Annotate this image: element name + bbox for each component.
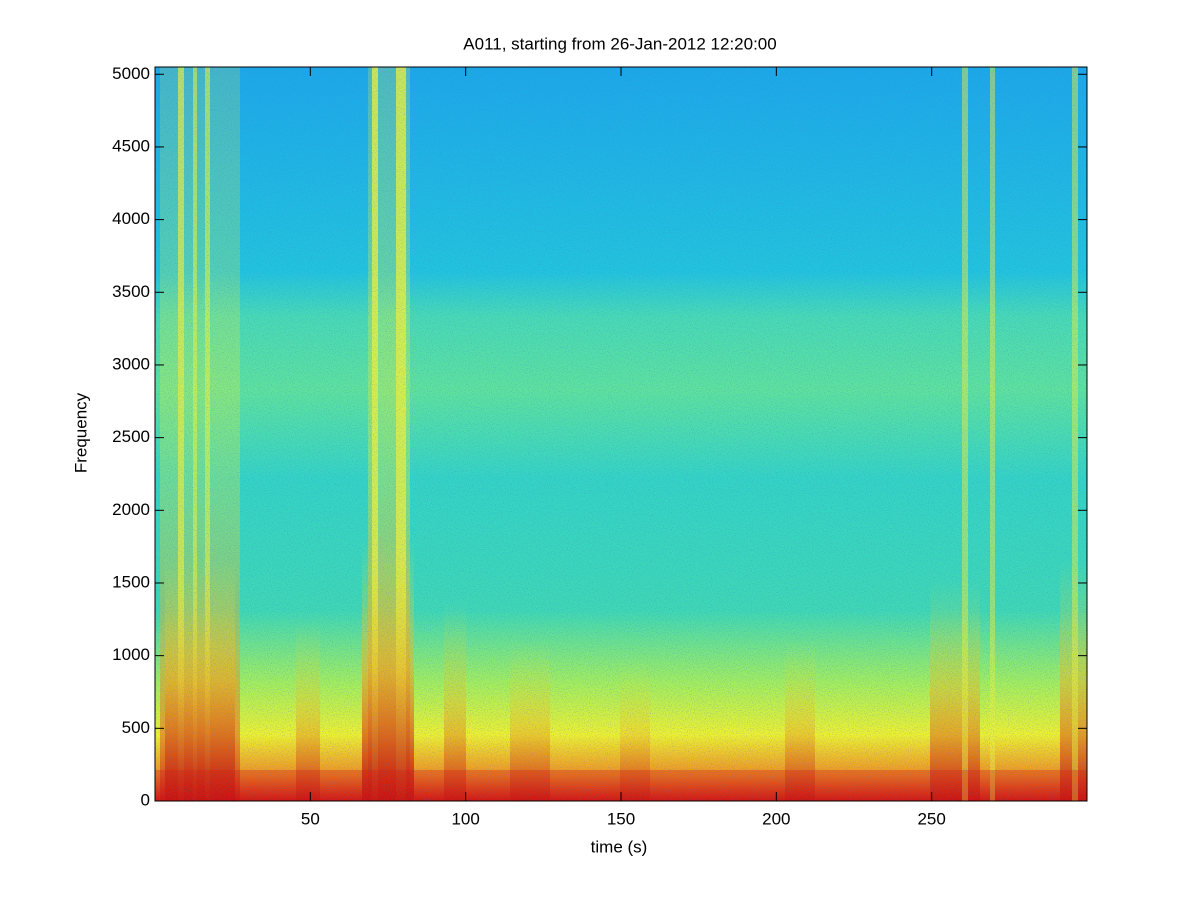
x-tick-label: 100 — [451, 809, 479, 828]
y-tick-label: 4000 — [112, 209, 150, 228]
spectrogram-image — [155, 67, 1087, 801]
x-tick-label: 50 — [301, 809, 320, 828]
x-tick-label: 200 — [762, 809, 790, 828]
y-tick-label: 3500 — [112, 282, 150, 301]
y-axis-label: Frequency — [71, 392, 90, 473]
y-tick-label: 1500 — [112, 572, 150, 591]
x-tick-label: 150 — [607, 809, 635, 828]
x-axis-label: time (s) — [591, 837, 648, 856]
y-tick-label: 3000 — [112, 354, 150, 373]
y-tick-label: 500 — [122, 718, 150, 737]
y-tick-label: 1000 — [112, 645, 150, 664]
y-tick-label: 5000 — [112, 64, 150, 83]
y-tick-label: 0 — [141, 790, 150, 809]
chart-title: A011, starting from 26-Jan-2012 12:20:00 — [463, 34, 776, 53]
y-tick-label: 4500 — [112, 136, 150, 155]
y-tick-label: 2000 — [112, 500, 150, 519]
y-tick-label: 2500 — [112, 427, 150, 446]
x-tick-label: 250 — [917, 809, 945, 828]
